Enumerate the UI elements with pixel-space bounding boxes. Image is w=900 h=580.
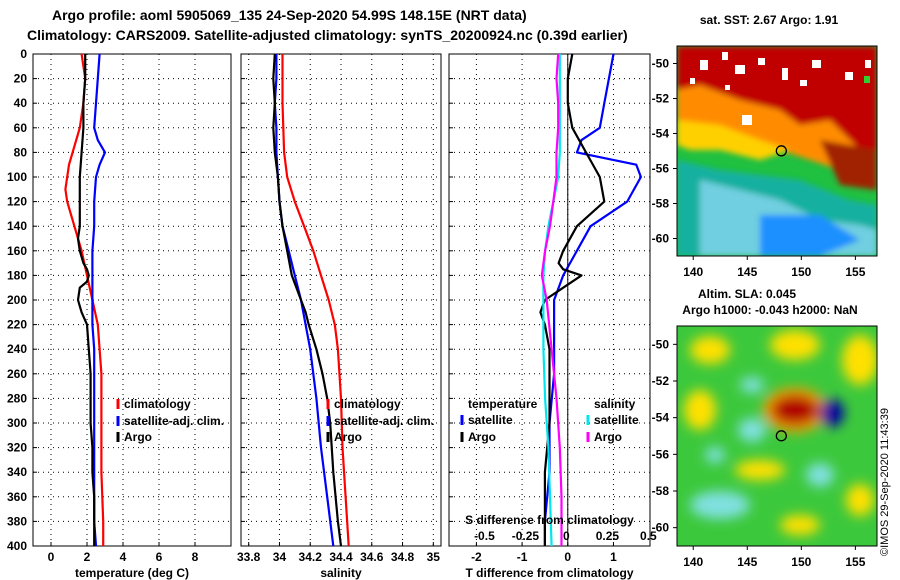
- y-tick-label: 60: [14, 121, 28, 135]
- sla-map-x-tick-label: 155: [845, 555, 865, 569]
- y-tick-label: 280: [7, 391, 27, 405]
- y-tick-label: 160: [7, 244, 27, 258]
- y-tick-label: 340: [7, 465, 27, 479]
- salinity-profile-x-tick-label: 34.6: [360, 550, 384, 564]
- sst-map-x-tick-label: 145: [737, 265, 757, 279]
- difference-profile-x-tick-label: 0: [564, 550, 571, 564]
- y-tick-label: 140: [7, 219, 27, 233]
- header-line1: Argo profile: aoml 5905069_135 24-Sep-20…: [52, 7, 527, 23]
- difference-s-xlabel: S difference from climatology: [465, 513, 634, 527]
- difference-t-xlabel: T difference from climatology: [465, 566, 633, 580]
- salinity-legend-label: Argo: [334, 430, 362, 444]
- y-tick-label: 220: [7, 318, 27, 332]
- salinity-profile-x-tick-label: 34.2: [299, 550, 323, 564]
- temperature-legend-label: Argo: [124, 430, 152, 444]
- y-tick-label: 240: [7, 342, 27, 356]
- difference-legend-label: Argo: [468, 430, 496, 444]
- difference-profile-x-tick-label: -1: [517, 550, 528, 564]
- sst-map-x-tick-label: 155: [845, 265, 865, 279]
- temperature-xlabel: temperature (deg C): [75, 566, 189, 580]
- temperature-legend-label: climatology: [124, 397, 191, 411]
- y-tick-label: 0: [20, 47, 27, 61]
- temperature-profile-x-tick-label: 8: [192, 550, 199, 564]
- temperature-legend-label: satellite-adj. clim.: [124, 414, 224, 428]
- sla-map-field: [677, 326, 877, 546]
- y-tick-label: 100: [7, 170, 27, 184]
- difference-s-tick-label: 0: [563, 529, 570, 543]
- sla-map-frame: [676, 325, 878, 547]
- temperature-profile-x-tick-label: 2: [84, 550, 91, 564]
- sla-map-title-2: Argo h1000: -0.043 h2000: NaN: [682, 303, 857, 317]
- difference-legend-title-salinity: salinity: [594, 397, 636, 411]
- difference-legend-label: Argo: [594, 430, 622, 444]
- sla-map-argo-marker: [775, 430, 787, 442]
- temperature-profile-x-tick-label: 4: [120, 550, 127, 564]
- sla-map-y-tick-label: -52: [652, 374, 670, 388]
- difference-profile-x-tick-label: 1: [610, 550, 617, 564]
- difference-profile-x-tick-label: -2: [471, 550, 482, 564]
- temperature-profile-x-tick-label: 0: [48, 550, 55, 564]
- salinity-profile-x-tick-label: 34.8: [391, 550, 415, 564]
- difference-legend-title-temperature: temperature: [468, 397, 538, 411]
- y-tick-label: 200: [7, 293, 27, 307]
- sla-map-title-1: Altim. SLA: 0.045: [698, 287, 796, 301]
- sla-map-y-tick-label: -56: [652, 447, 670, 461]
- y-tick-label: 20: [14, 72, 28, 86]
- difference-s-tick-label: -0.25: [512, 529, 540, 543]
- sst-map-argo-marker: [775, 145, 787, 157]
- sst-map-field: [677, 46, 877, 256]
- difference-legend-label: satellite: [594, 413, 639, 427]
- y-tick-label: 360: [7, 490, 27, 504]
- sst-map-y-tick-label: -60: [652, 232, 670, 246]
- salinity-profile-x-tick-label: 34.4: [329, 550, 353, 564]
- sst-map-y-tick-label: -56: [652, 162, 670, 176]
- sst-map-y-tick-label: -58: [652, 197, 670, 211]
- y-tick-label: 400: [7, 539, 27, 553]
- sst-map-frame: [676, 45, 878, 257]
- temperature-profile-line-satellite-adj-clim-: [91, 53, 107, 547]
- y-tick-label: 40: [14, 96, 28, 110]
- header-line2: Climatology: CARS2009. Satellite-adjuste…: [27, 27, 628, 43]
- difference-s-tick-label: 0.5: [640, 529, 657, 543]
- sla-map-y-tick-label: -58: [652, 484, 670, 498]
- difference-s-tick-label: -0.5: [474, 529, 495, 543]
- difference-s-tick-label: 0.25: [596, 529, 620, 543]
- salinity-legend-label: climatology: [334, 397, 401, 411]
- temperature-profile-line-climatology: [64, 53, 105, 546]
- sst-map-y-tick-label: -50: [652, 57, 670, 71]
- salinity-profile-x-tick-label: 34: [273, 550, 287, 564]
- y-tick-label: 260: [7, 367, 27, 381]
- sla-map-x-tick-label: 140: [683, 555, 703, 569]
- salinity-profile-line-climatology: [281, 54, 350, 547]
- y-tick-label: 320: [7, 441, 27, 455]
- salinity-profile-x-tick-label: 35: [427, 550, 441, 564]
- salinity-profile-line-argo: [272, 53, 343, 547]
- salinity-legend-label: satellite-adj. clim.: [334, 414, 434, 428]
- sst-map-x-tick-label: 140: [683, 265, 703, 279]
- temperature-profile-frame: [32, 53, 232, 547]
- difference-profile-line-t-argo: [539, 53, 606, 546]
- sst-map-title: sat. SST: 2.67 Argo: 1.91: [700, 13, 839, 27]
- sla-map-x-tick-label: 150: [791, 555, 811, 569]
- sla-map-y-tick-label: -54: [652, 411, 670, 425]
- difference-profile-line-s-argo: [540, 53, 563, 546]
- salinity-profile-x-tick-label: 33.8: [237, 550, 261, 564]
- temperature-profile-line-argo: [76, 54, 96, 546]
- difference-legend-label: satellite: [468, 413, 513, 427]
- y-tick-label: 180: [7, 268, 27, 282]
- sla-map-x-tick-label: 145: [737, 555, 757, 569]
- y-tick-label: 300: [7, 416, 27, 430]
- y-tick-label: 80: [14, 145, 28, 159]
- y-tick-label: 380: [7, 514, 27, 528]
- salinity-xlabel: salinity: [320, 566, 362, 580]
- sla-map-y-tick-label: -50: [652, 337, 670, 351]
- sst-map-y-tick-label: -52: [652, 92, 670, 106]
- sla-map-y-tick-label: -60: [652, 521, 670, 535]
- sst-map-x-tick-label: 150: [791, 265, 811, 279]
- y-tick-label: 120: [7, 195, 27, 209]
- temperature-profile-x-tick-label: 6: [156, 550, 163, 564]
- sst-map-y-tick-label: -54: [652, 127, 670, 141]
